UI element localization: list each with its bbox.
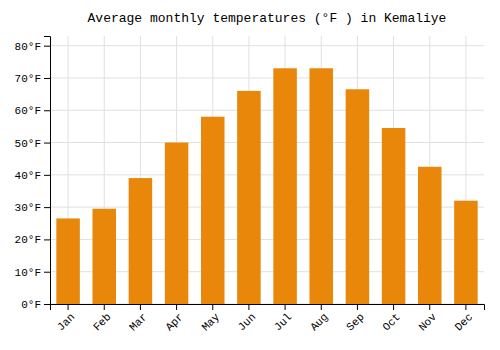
tick-label: Dec — [453, 311, 475, 333]
tick-mark — [212, 304, 213, 310]
tick: Feb — [91, 304, 113, 333]
tick: Aug — [308, 304, 330, 333]
axis-line — [51, 305, 485, 311]
grid-line — [50, 77, 484, 78]
bar — [129, 178, 153, 304]
tick: 40°F — [15, 170, 50, 182]
tick-label: Jan — [55, 311, 77, 333]
bar — [201, 117, 225, 304]
tick-label: 80°F — [15, 41, 41, 53]
bar — [273, 68, 297, 304]
tick-mark — [44, 239, 50, 240]
tick-mark — [465, 304, 466, 310]
tick-label: 20°F — [15, 234, 41, 246]
tick: 50°F — [15, 138, 50, 150]
tick: 0°F — [21, 299, 50, 311]
bars — [56, 68, 477, 304]
tick: 80°F — [15, 41, 50, 53]
tick-label: Jul — [272, 311, 294, 333]
tick-mark — [104, 304, 105, 310]
tick-label: 70°F — [15, 73, 41, 85]
tick-label: May — [200, 311, 223, 334]
tick-mark — [44, 175, 50, 176]
tick-mark — [68, 304, 69, 310]
tick-mark — [44, 304, 50, 305]
tick-mark — [429, 304, 430, 310]
tick-label: Jun — [236, 311, 258, 333]
bar — [309, 68, 333, 304]
x-axis: Jan Feb Mar Apr May Jun Jul Aug Sep Oct Nov Dec — [51, 304, 485, 333]
tick: Oct — [380, 304, 402, 333]
tick: 60°F — [15, 105, 50, 117]
tick-mark — [44, 46, 50, 47]
tick-label: 40°F — [15, 170, 41, 182]
tick-mark — [176, 304, 177, 310]
bar — [418, 167, 442, 304]
tick: 70°F — [15, 73, 50, 85]
tick-mark — [321, 304, 322, 310]
tick-mark — [44, 207, 50, 208]
tick: Sep — [344, 304, 366, 333]
tick-label: 30°F — [15, 202, 41, 214]
bar — [346, 89, 370, 304]
tick: 20°F — [15, 234, 50, 246]
chart: Jan Feb Mar Apr May Jun Jul Aug Sep Oct Nov Dec 0°F 1… — [0, 0, 500, 350]
y-axis: 0°F 10°F 20°F 30°F 40°F 50°F 60°F 70°F 80°F — [15, 37, 51, 312]
tick: May — [200, 304, 223, 333]
tick-mark — [44, 143, 50, 144]
bar — [165, 143, 189, 304]
grid-line — [50, 110, 484, 111]
tick-mark — [285, 304, 286, 310]
tick-mark — [393, 304, 394, 310]
tick: Jul — [272, 304, 294, 333]
tick: Jan — [55, 304, 77, 333]
tick-mark — [248, 304, 249, 310]
tick: Apr — [163, 304, 185, 333]
title: Average monthly temperatures (°F ) in Ke… — [88, 11, 447, 26]
tick: Jun — [236, 304, 258, 333]
tick-label: 50°F — [15, 138, 41, 150]
tick-mark — [44, 78, 50, 79]
tick-label: 10°F — [15, 267, 41, 279]
tick-label: Feb — [91, 311, 113, 333]
tick-label: Aug — [308, 311, 330, 333]
bar — [382, 128, 406, 304]
tick: 10°F — [15, 267, 50, 279]
tick-label: 60°F — [15, 105, 41, 117]
bar — [92, 209, 116, 304]
axis-line — [44, 37, 51, 305]
tick-label: Apr — [163, 311, 185, 333]
tick-mark — [44, 110, 50, 111]
tick: Mar — [127, 304, 149, 333]
bar — [454, 201, 478, 304]
tick-mark — [44, 272, 50, 273]
tick-mark — [140, 304, 141, 310]
bar — [237, 91, 261, 304]
grid-line — [50, 142, 484, 143]
grid-line — [50, 45, 484, 46]
tick-label: Sep — [344, 311, 366, 333]
tick: Dec — [453, 304, 475, 333]
tick: 30°F — [15, 202, 50, 214]
plot: Jan Feb Mar Apr May Jun Jul Aug Sep Oct Nov Dec 0°F 1… — [15, 36, 485, 333]
tick-label: 0°F — [21, 299, 41, 311]
tick-label: Oct — [380, 311, 402, 333]
tick: Nov — [417, 304, 440, 333]
tick-label: Mar — [127, 311, 149, 333]
bar — [56, 218, 80, 304]
grid — [50, 36, 484, 304]
tick-label: Nov — [417, 311, 440, 334]
tick-mark — [357, 304, 358, 310]
